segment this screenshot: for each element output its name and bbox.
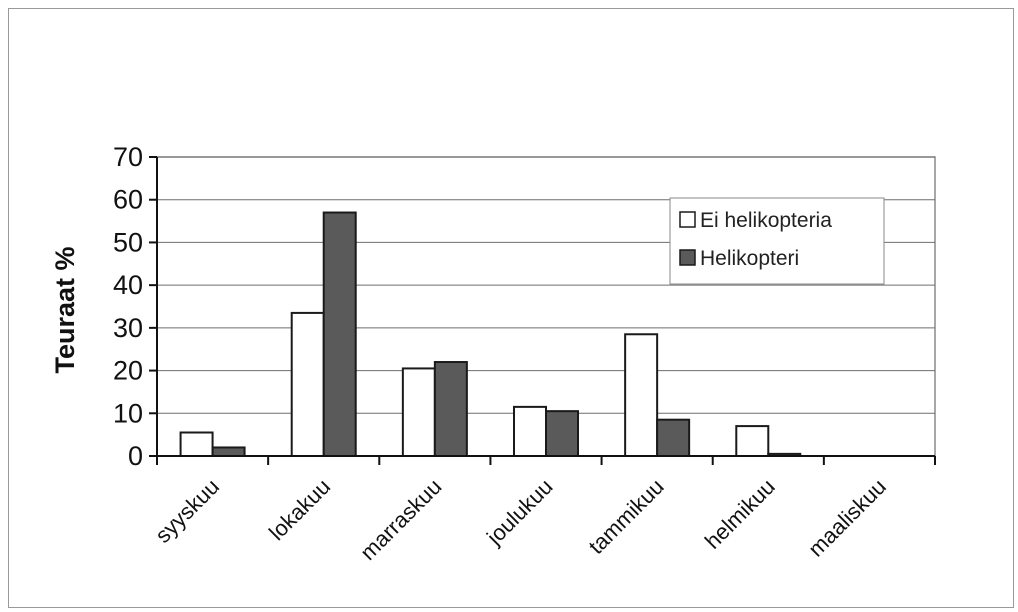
y-tick-label: 30 bbox=[113, 313, 143, 343]
x-tick-label-lokakuu: lokakuu bbox=[264, 474, 335, 545]
bar-ei-helikopteria-helmikuu bbox=[735, 425, 770, 458]
legend-label-helikopteri: Helikopteri bbox=[700, 247, 799, 270]
x-tick-label-helmikuu: helmikuu bbox=[700, 474, 780, 554]
x-tick-label-maaliskuu: maaliskuu bbox=[803, 474, 891, 562]
bars bbox=[179, 211, 802, 458]
bar-helikopteri-lokakuu bbox=[322, 211, 357, 457]
y-tick-label: 70 bbox=[113, 142, 143, 172]
y-tick-label: 60 bbox=[113, 185, 143, 215]
legend: Ei helikopteria Helikopteri bbox=[669, 197, 885, 285]
bar-helikopteri-syyskuu bbox=[211, 446, 246, 458]
legend-box bbox=[669, 197, 885, 285]
bar-ei-helikopteria-lokakuu bbox=[290, 311, 325, 457]
bar-helikopteri-tammikuu bbox=[656, 418, 691, 458]
x-tick-label-syyskuu: syyskuu bbox=[150, 474, 224, 548]
y-tick-label: 50 bbox=[113, 227, 143, 257]
y-tick-label: 0 bbox=[128, 441, 143, 471]
y-tick-label: 40 bbox=[113, 270, 143, 300]
x-tick-label-joulukuu: joulukuu bbox=[481, 474, 557, 550]
bar-ei-helikopteria-syyskuu bbox=[179, 431, 214, 457]
legend-swatch-ei-helikopteria bbox=[679, 211, 696, 228]
y-tick-label: 20 bbox=[113, 356, 143, 386]
legend-swatch-helikopteri bbox=[679, 249, 696, 266]
y-tick-labels: 0 10 20 30 40 50 60 70 bbox=[113, 142, 143, 471]
x-tick-label-marraskuu: marraskuu bbox=[355, 474, 446, 565]
bar-helikopteri-marraskuu bbox=[433, 361, 468, 457]
bar-ei-helikopteria-joulukuu bbox=[513, 405, 547, 457]
x-tick-labels: syyskuu lokakuu marraskuu joulukuu tammikuu h… bbox=[150, 474, 891, 565]
bar-helikopteri-joulukuu bbox=[545, 410, 579, 457]
bar-ei-helikopteria-marraskuu bbox=[401, 367, 436, 457]
x-tick-label-tammikuu: tammikuu bbox=[584, 474, 669, 559]
bar-ei-helikopteria-tammikuu bbox=[624, 333, 659, 457]
axes bbox=[149, 156, 936, 465]
y-axis-title: Teuraat % bbox=[50, 246, 80, 373]
legend-label-ei-helikopteria: Ei helikopteria bbox=[700, 209, 832, 232]
y-tick-label: 10 bbox=[113, 398, 143, 428]
